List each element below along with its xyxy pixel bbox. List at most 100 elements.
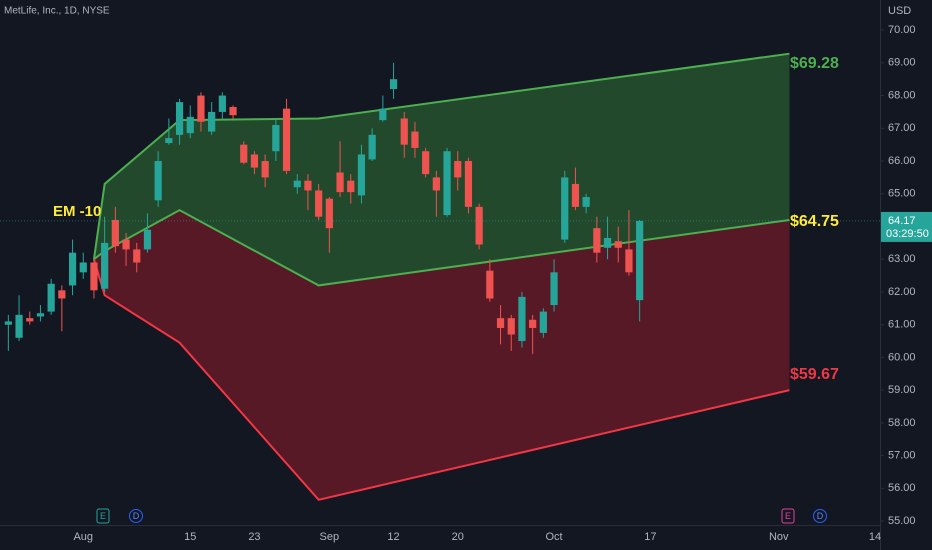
candle-body (143, 229, 152, 250)
candle-body (529, 319, 537, 328)
candle-body (496, 318, 505, 328)
candle-body (347, 180, 355, 193)
price-tag-countdown: 03:29:50 (886, 228, 929, 240)
candle-body (282, 108, 291, 171)
event-marker[interactable]: E (781, 508, 795, 524)
candle-body (79, 262, 87, 273)
candle-body (58, 290, 66, 299)
candle-body (400, 118, 408, 145)
zones (92, 52, 790, 501)
candle-body (208, 111, 216, 132)
candle-body (325, 198, 333, 229)
candle-body (15, 314, 23, 338)
candle-body (582, 197, 590, 207)
y-tick-label: 57.00 (888, 450, 916, 462)
candle-body (101, 242, 109, 289)
event-letter: D (133, 511, 140, 521)
event-marker[interactable]: D (813, 509, 827, 523)
candle-body (122, 239, 130, 250)
candle-body (47, 283, 55, 312)
candle-body (432, 177, 440, 191)
x-tick-label: 15 (184, 531, 196, 543)
candle-body (304, 180, 312, 191)
y-tick-label: 58.00 (888, 417, 916, 429)
y-tick-label: 61.00 (888, 319, 916, 331)
candle-body (443, 151, 451, 216)
x-tick-label: Oct (545, 531, 562, 543)
candle-body (175, 102, 184, 135)
candle-body (336, 172, 344, 193)
em-label: EM -10 (53, 203, 101, 220)
candle-body (68, 252, 77, 286)
candle-body (518, 296, 526, 342)
event-letter: E (100, 511, 106, 521)
y-tick-label: 60.00 (888, 351, 916, 363)
candle-body (90, 262, 98, 291)
candle-body (454, 161, 462, 178)
candle-body (133, 249, 141, 263)
middle-label: $64.75 (790, 213, 839, 230)
y-tick-label: 65.00 (888, 188, 916, 200)
lower-zone-fill (93, 210, 790, 500)
candle-body (593, 228, 601, 253)
event-letter: D (817, 511, 824, 521)
axes: 55.00 56.00 57.00 58.00 59.00 60.00 61.00 62.00… (0, 24, 932, 543)
y-tick-label: 62.00 (888, 286, 916, 298)
candle-body (197, 95, 205, 122)
x-tick-label: 23 (248, 531, 260, 543)
candle-body (507, 318, 515, 335)
y-tick-label: 55.00 (888, 515, 916, 527)
currency-label: USD (888, 5, 911, 17)
event-letter: E (785, 511, 791, 521)
y-tick-label: 67.00 (888, 122, 916, 134)
upper-zone-fill (93, 53, 790, 286)
lower-label: $59.67 (790, 366, 839, 383)
event-marker[interactable]: D (129, 509, 143, 523)
candle-body (250, 154, 259, 168)
candle-body (229, 107, 237, 116)
candle-body (293, 180, 301, 188)
candle-body (218, 95, 226, 112)
candle-body (411, 131, 419, 148)
candle-body (389, 79, 398, 90)
event-box (96, 508, 110, 524)
event-marker[interactable]: E (96, 508, 110, 524)
x-tick-label: 17 (644, 531, 656, 543)
candle-body (240, 144, 248, 163)
candle-body (272, 125, 280, 152)
x-tick-label: 20 (452, 531, 464, 543)
event-circle (129, 509, 143, 523)
candle-body (261, 161, 269, 178)
candle-body (614, 241, 622, 248)
event-circle (813, 509, 827, 523)
candle-body (422, 151, 430, 175)
candle-body (154, 161, 162, 201)
event-box (781, 508, 795, 524)
y-tick-label: 68.00 (888, 89, 916, 101)
y-tick-label: 69.00 (888, 57, 916, 69)
x-tick-label: 14 (869, 531, 881, 543)
candle-body (379, 108, 387, 121)
candle-body (26, 318, 34, 322)
candle-body (625, 249, 633, 273)
candle-body (36, 313, 45, 317)
candle-body (368, 134, 376, 160)
candle-body (186, 116, 194, 134)
candle-body (475, 206, 483, 245)
price-tag (881, 211, 932, 242)
candle-body (111, 219, 119, 247)
candle-body (315, 190, 323, 217)
y-tick-label: 63.00 (888, 253, 916, 265)
x-tick-label: Sep (320, 531, 340, 543)
price-tag-value: 64.17 (888, 215, 916, 227)
candle-body (603, 237, 612, 248)
candle-body (561, 177, 569, 240)
candles (4, 62, 644, 355)
chart-title: MetLife, Inc., 1D, NYSE (4, 6, 110, 17)
y-tick-label: 70.00 (888, 24, 916, 36)
y-tick-label: 59.00 (888, 384, 916, 396)
candle-body (165, 138, 173, 144)
candle-body (464, 161, 473, 207)
